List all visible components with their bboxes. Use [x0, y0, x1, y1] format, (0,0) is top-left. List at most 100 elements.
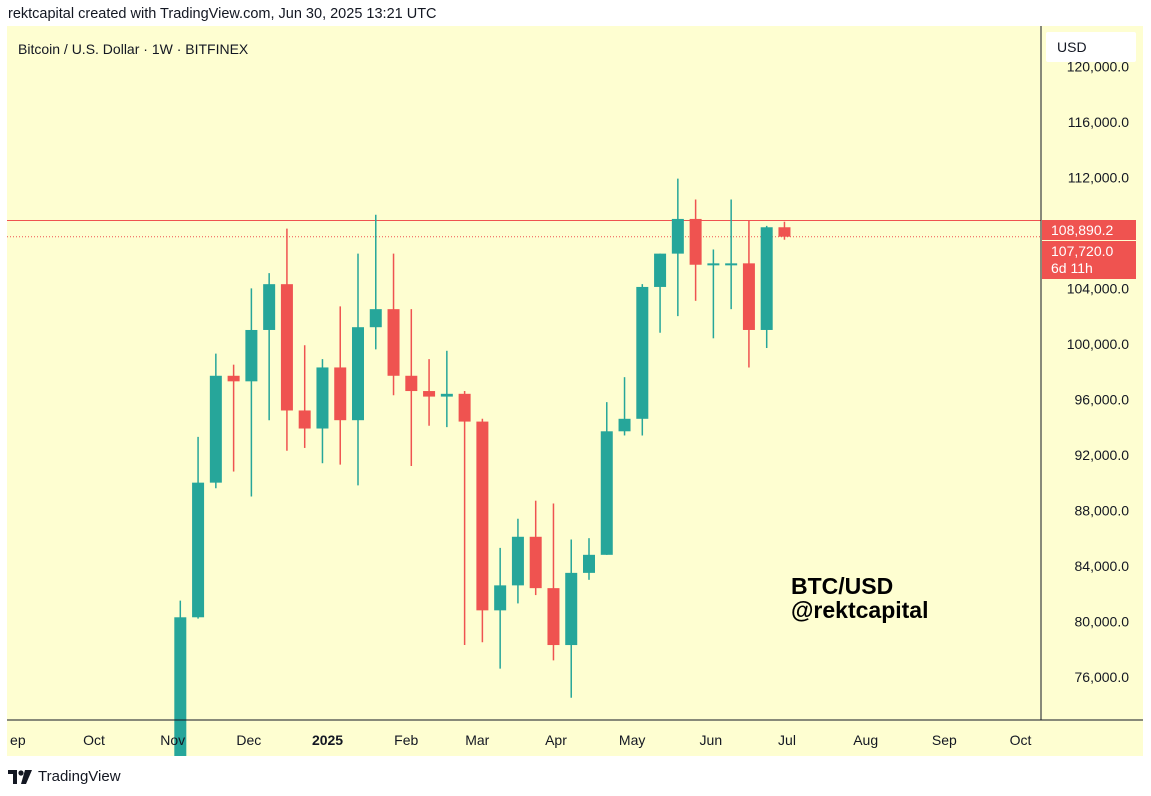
candle[interactable] — [316, 359, 329, 464]
candle-body — [192, 482, 205, 618]
candle[interactable] — [298, 345, 311, 448]
annotation-pair: BTC/USD — [791, 573, 893, 599]
candle-body — [778, 227, 791, 237]
candle[interactable] — [600, 402, 613, 555]
price-axis[interactable]: 120,000.0 116,000.0 112,000.0 104,000.0 100,… — [1067, 58, 1130, 685]
level-lines — [7, 219, 1041, 238]
tradingview-brand: TradingView — [38, 768, 121, 785]
time-tick-label: 2025 — [312, 732, 343, 748]
candle-body — [600, 431, 613, 555]
candle-body — [440, 393, 453, 397]
candle[interactable] — [565, 539, 578, 698]
candle[interactable] — [494, 547, 507, 669]
candle-body — [458, 393, 471, 422]
candle-body — [494, 585, 507, 611]
price-tick-label: 116,000.0 — [1068, 114, 1129, 130]
candle[interactable] — [227, 364, 240, 472]
candle-body — [209, 375, 222, 483]
tradingview-logo-icon — [8, 769, 32, 784]
candle[interactable] — [192, 436, 205, 619]
candle-body — [387, 309, 400, 376]
candle[interactable] — [280, 228, 293, 451]
candle[interactable] — [476, 418, 489, 643]
annotation-author: @rektcapital — [791, 597, 928, 623]
candle[interactable] — [636, 284, 649, 436]
candle[interactable] — [547, 503, 560, 661]
candle-body — [263, 284, 276, 330]
candle[interactable] — [334, 306, 347, 465]
time-tick-label: ep — [10, 732, 26, 748]
candle[interactable] — [263, 273, 276, 421]
last-price-label: 107,720.0 6d 11h — [1042, 241, 1136, 279]
time-tick-label: Dec — [236, 732, 261, 748]
candle[interactable] — [423, 359, 436, 426]
candle-body — [352, 327, 364, 421]
candle[interactable] — [742, 220, 755, 368]
time-tick-label: Sep — [932, 732, 957, 748]
time-tick-label: Jun — [700, 732, 723, 748]
candle-body — [689, 218, 702, 265]
candle[interactable] — [440, 350, 453, 428]
candle-body — [423, 391, 436, 397]
candle[interactable] — [209, 353, 222, 489]
candle-body — [511, 536, 524, 586]
last-price-value: 107,720.0 — [1051, 243, 1113, 259]
chart-attribution: rektcapital created with TradingView.com… — [8, 6, 437, 22]
price-tick-label: 80,000.0 — [1075, 613, 1130, 629]
candle-body — [369, 309, 382, 328]
price-tick-label: 92,000.0 — [1075, 447, 1130, 463]
candle[interactable] — [618, 377, 631, 436]
candle[interactable] — [405, 309, 418, 466]
candle-body — [298, 410, 311, 429]
time-tick-label: Nov — [160, 732, 185, 748]
time-axis[interactable]: ep Oct Nov Dec 2025 Feb Mar Apr May Jun Jul Aug Sep O… — [10, 732, 1031, 748]
candle[interactable] — [458, 391, 471, 646]
candle[interactable] — [689, 199, 702, 301]
candle-body — [707, 263, 720, 266]
candle[interactable] — [245, 288, 258, 497]
candlestick-chart[interactable]: Bitcoin / U.S. Dollar · 1W · BITFINEX BT… — [7, 26, 1143, 756]
price-tick-label: 88,000.0 — [1075, 502, 1130, 518]
time-tick-label: Aug — [853, 732, 878, 748]
candle-body — [636, 286, 649, 419]
candle-body — [227, 375, 240, 382]
price-tick-label: 96,000.0 — [1075, 391, 1130, 407]
candle-body — [565, 572, 578, 646]
chart-title: Bitcoin / U.S. Dollar · 1W · BITFINEX — [18, 41, 249, 57]
candle[interactable] — [529, 500, 542, 596]
time-tick-label: Jul — [778, 732, 796, 748]
candle-body — [583, 554, 595, 573]
time-tick-label: Apr — [545, 732, 567, 748]
candle-body — [547, 588, 560, 646]
candle[interactable] — [760, 225, 773, 349]
time-tick-label: Feb — [394, 732, 418, 748]
currency-button[interactable]: USD — [1046, 32, 1136, 62]
candle[interactable] — [174, 600, 187, 756]
level-price-value: 108,890.2 — [1051, 222, 1113, 238]
currency-button-label: USD — [1057, 39, 1087, 55]
candle-body — [742, 263, 755, 330]
chart-area[interactable]: Bitcoin / U.S. Dollar · 1W · BITFINEX BT… — [7, 26, 1143, 756]
candle[interactable] — [387, 253, 400, 396]
candle-body — [174, 617, 187, 756]
candle-body — [618, 418, 631, 432]
time-tick-label: Oct — [83, 732, 105, 748]
candle-body — [760, 227, 773, 330]
price-tick-label: 104,000.0 — [1067, 280, 1129, 296]
candle[interactable] — [778, 221, 791, 240]
candle-body — [725, 263, 738, 266]
level-price-label: 108,890.2 — [1042, 220, 1136, 240]
price-tick-label: 120,000.0 — [1067, 58, 1129, 74]
candle-body — [316, 367, 329, 429]
candle[interactable] — [725, 199, 738, 310]
candle[interactable] — [671, 178, 684, 317]
candle[interactable] — [511, 518, 524, 604]
candle[interactable] — [352, 253, 364, 486]
candle[interactable] — [369, 214, 382, 350]
candle[interactable] — [583, 538, 595, 580]
candle-body — [334, 367, 347, 421]
candle[interactable] — [654, 253, 667, 333]
candle-body — [405, 375, 418, 392]
price-tick-label: 84,000.0 — [1075, 558, 1130, 574]
candle[interactable] — [707, 249, 720, 339]
